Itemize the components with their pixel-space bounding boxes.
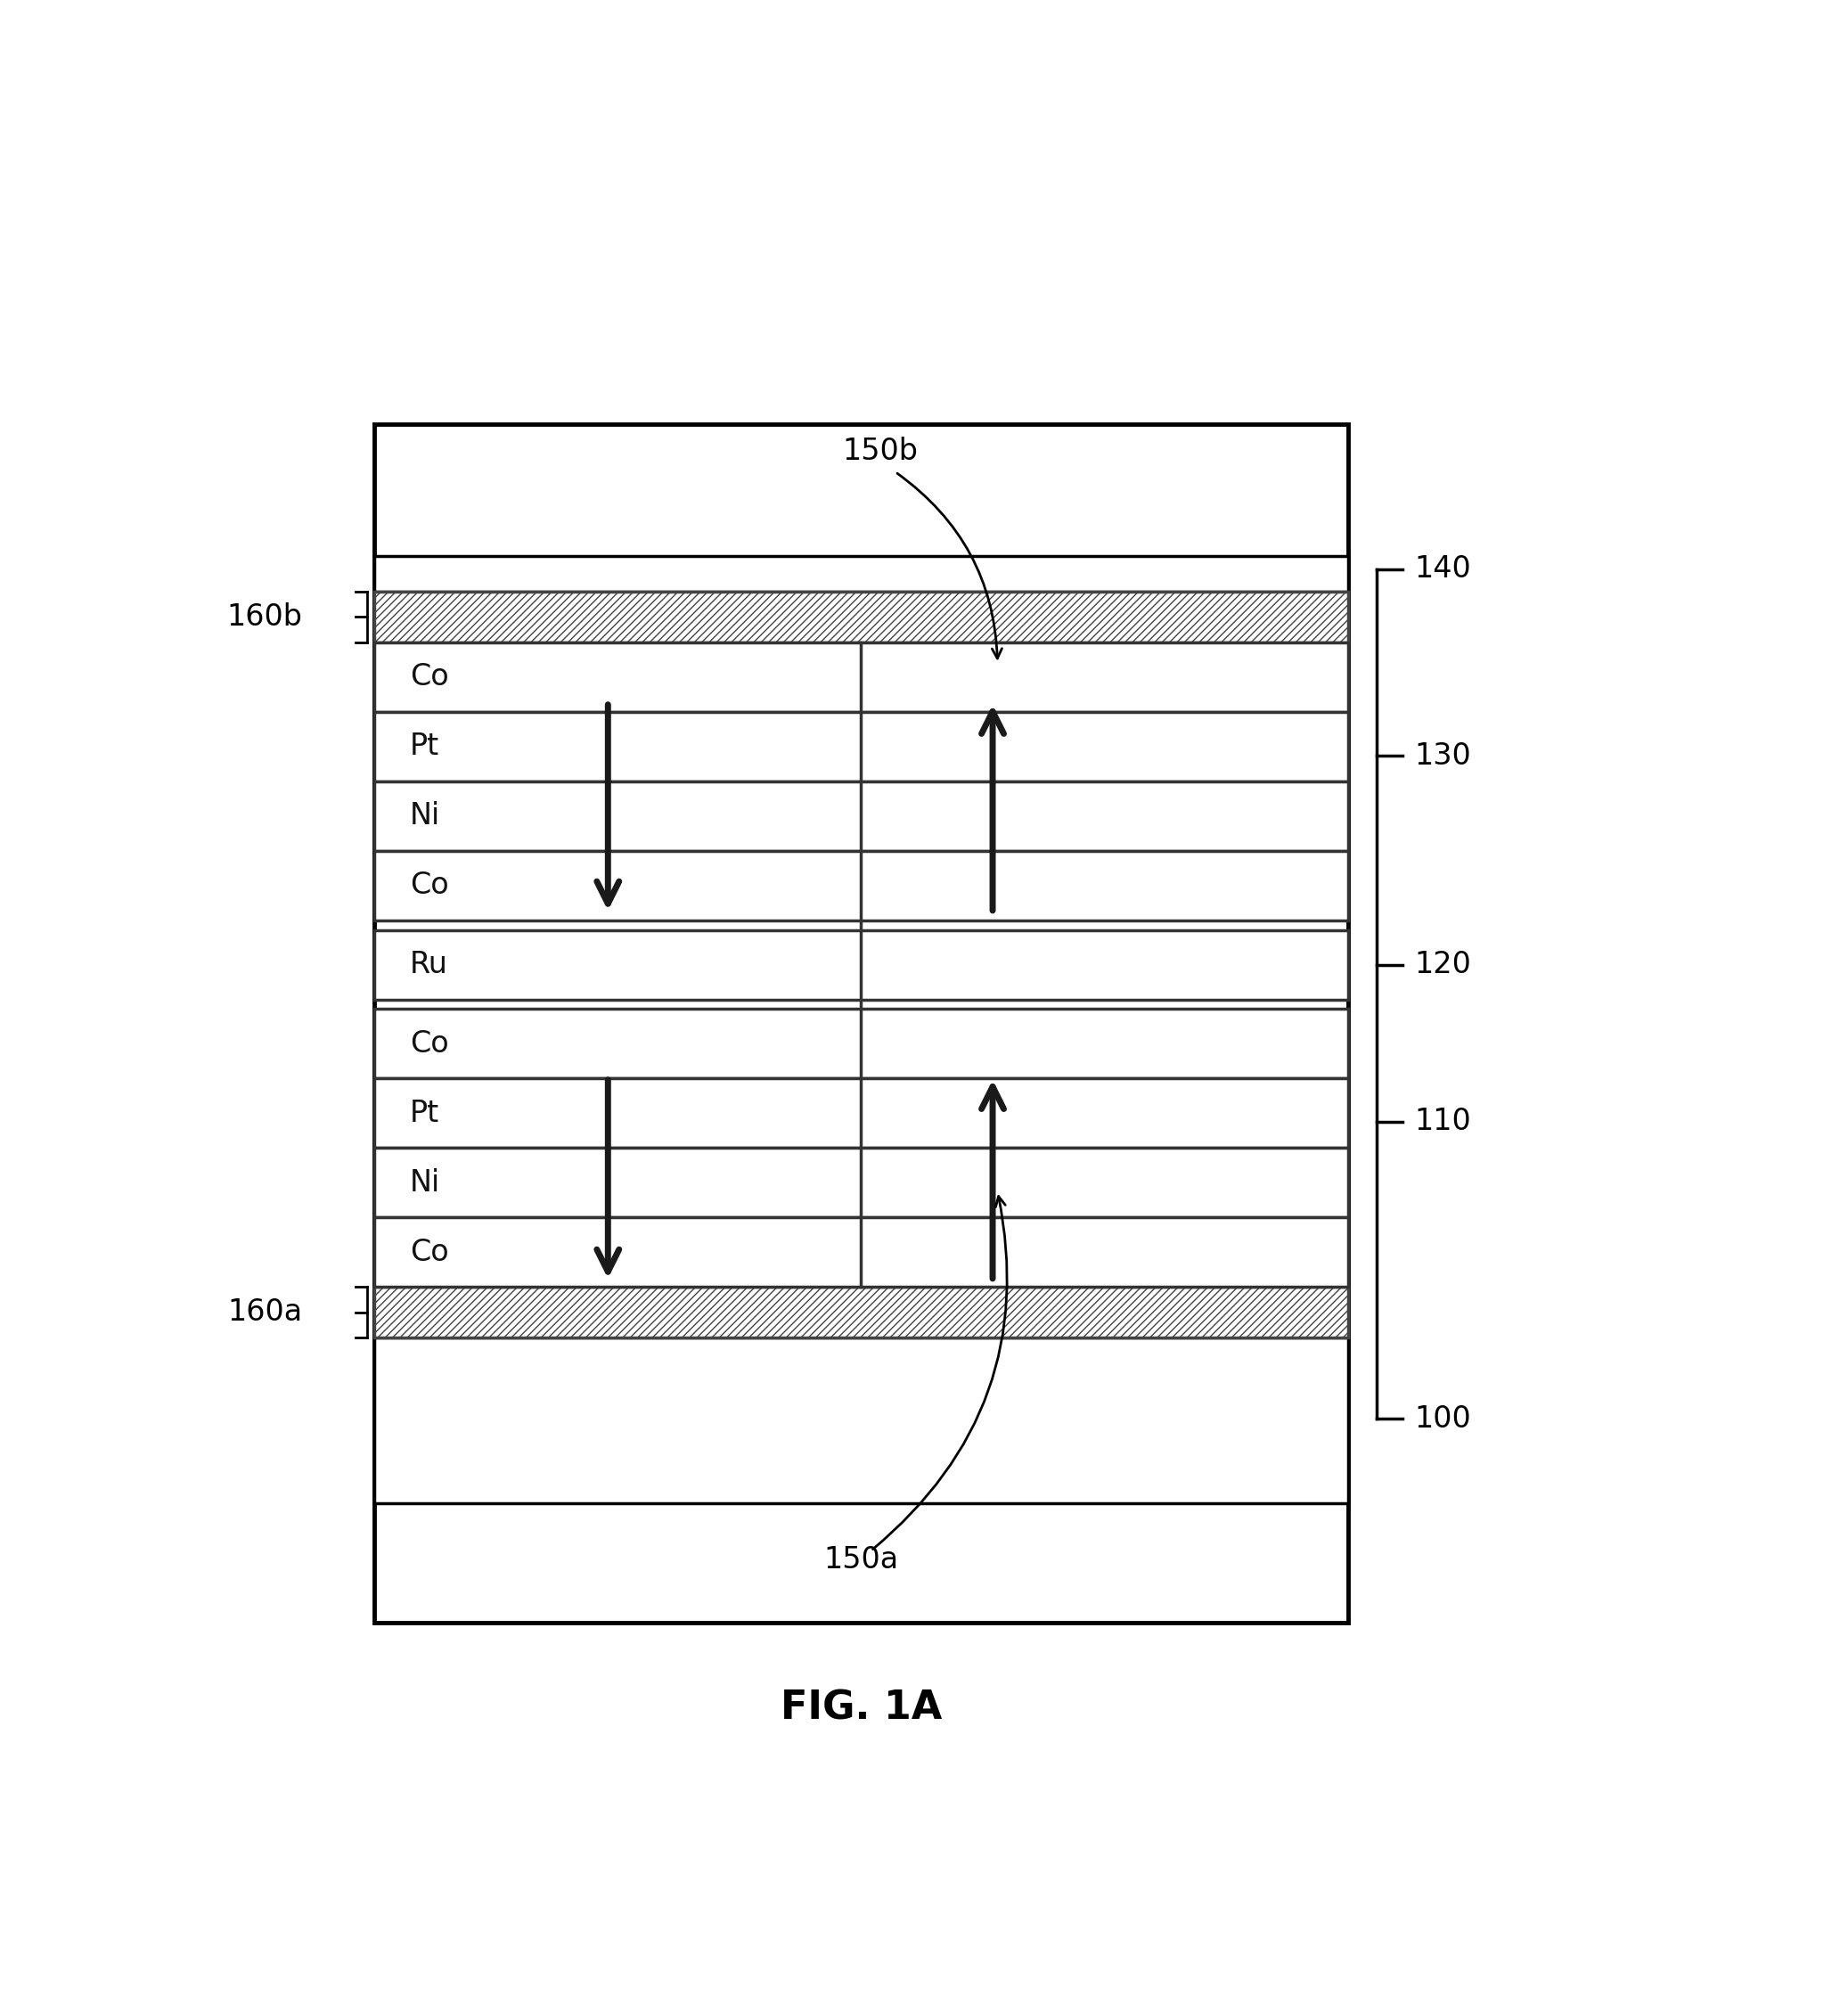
Bar [373,555,1349,591]
Bar [373,643,1349,713]
Text: Ni: Ni [410,800,440,830]
Text: Ni: Ni [410,1168,440,1198]
Text: Pt: Pt [410,733,440,760]
Text: Co: Co [410,870,449,900]
Bar [373,713,1349,780]
Bar [373,1078,1349,1148]
Bar [373,1148,1349,1218]
Bar [373,423,1349,1623]
Bar [373,850,1349,920]
Bar [373,1008,1349,1078]
Text: Pt: Pt [410,1098,440,1128]
Text: 100: 100 [1414,1405,1471,1433]
Text: Co: Co [410,663,449,691]
Text: 160a: 160a [227,1297,303,1327]
Bar [373,1287,1349,1337]
Text: 150a: 150a [824,1545,898,1575]
Text: 120: 120 [1414,950,1471,980]
Text: FIG. 1A: FIG. 1A [780,1689,942,1727]
Bar [373,1337,1349,1503]
Text: Co: Co [410,1238,449,1267]
Text: 130: 130 [1414,741,1471,770]
Text: Ru: Ru [410,950,449,980]
Text: 110: 110 [1414,1108,1471,1136]
Text: 160b: 160b [227,603,303,631]
Text: 140: 140 [1414,555,1471,583]
Text: Co: Co [410,1030,449,1058]
Bar [373,930,1349,1000]
Text: 150b: 150b [843,437,918,465]
Bar [373,780,1349,850]
Bar [373,591,1349,643]
Bar [373,1218,1349,1287]
